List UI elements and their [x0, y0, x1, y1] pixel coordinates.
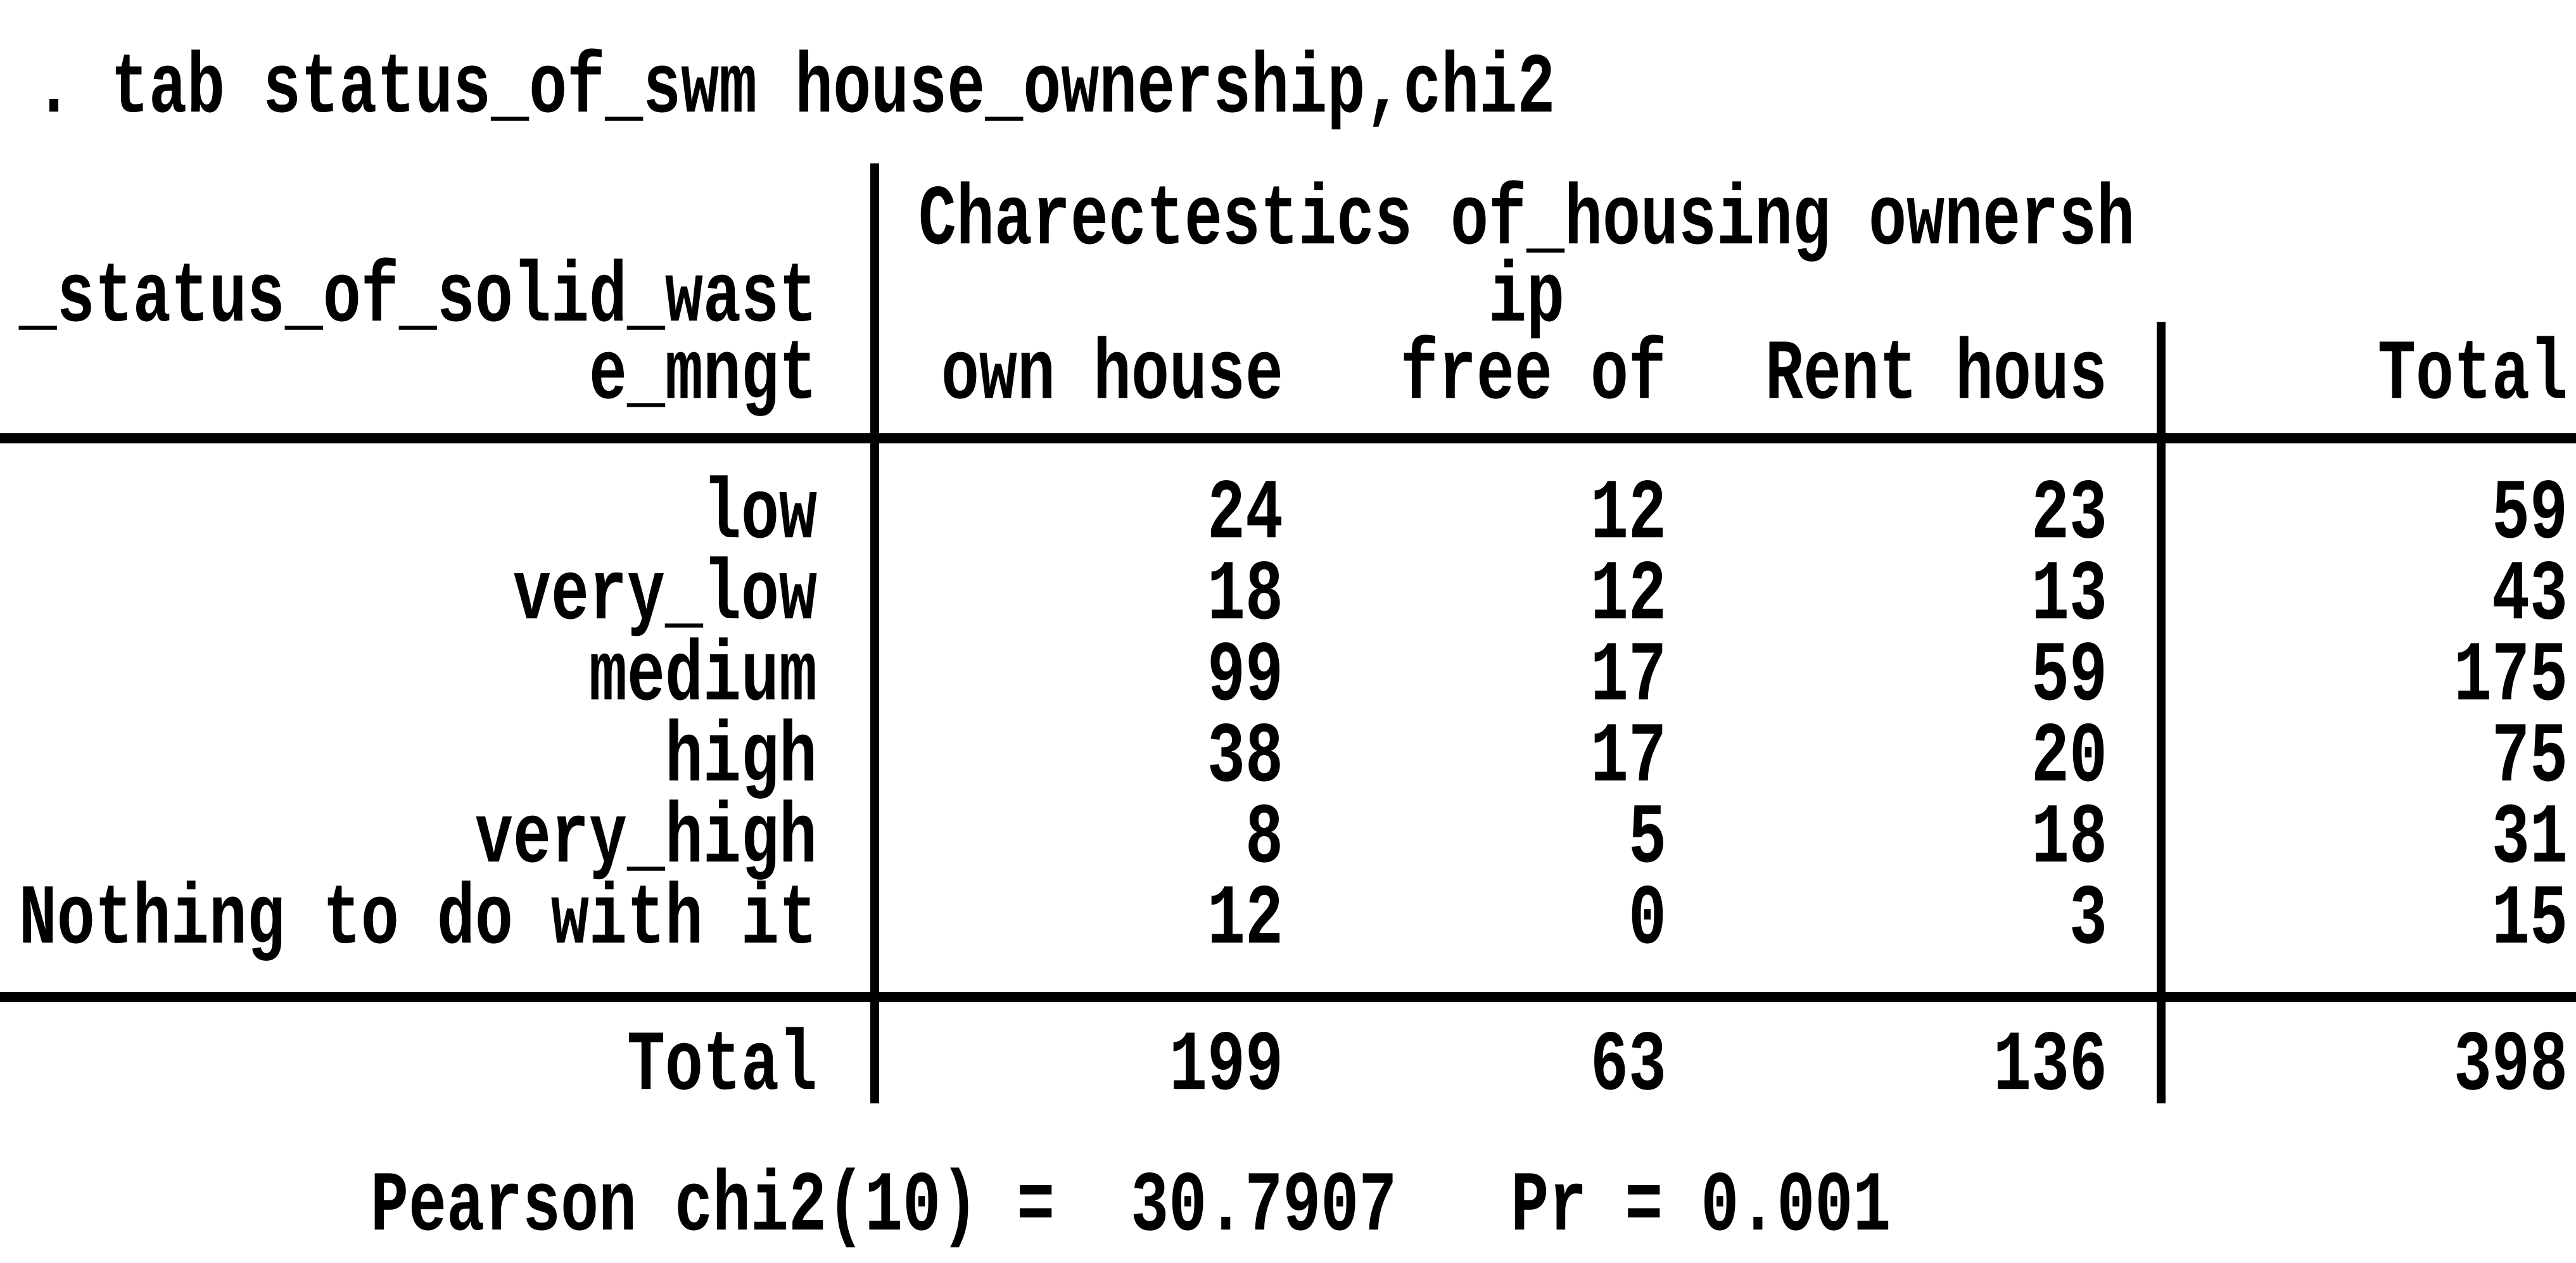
row-label: low	[702, 467, 817, 564]
cell-row-total: 59	[2491, 467, 2568, 564]
table-row: very_high 8 5 18 31	[0, 797, 2576, 883]
cell-row-total: 175	[2453, 629, 2568, 727]
table-header-row-2: _status_of_solid_wast ip	[0, 250, 2576, 348]
cell-row-total: 75	[2491, 710, 2568, 808]
header-divider-rule	[0, 433, 2576, 443]
cell-own-house: 38	[1207, 710, 1283, 808]
table-header-row-1: Charectestics of_housing ownersh	[0, 179, 2576, 265]
column-header-own-house: own house	[941, 327, 1283, 425]
cell-own-house: 8	[1245, 791, 1283, 889]
cell-row-total: 15	[2491, 872, 2568, 970]
total-grand-total: 398	[2453, 1019, 2568, 1116]
total-divider-rule	[0, 992, 2576, 1002]
table-header-row-3: e_mngt own house free of Rent hous Total	[0, 327, 2576, 425]
row-label: very_low	[512, 548, 817, 645]
row-variable-label-line1: _status_of_solid_wast	[18, 250, 817, 348]
table-row: high 38 17 20 75	[0, 716, 2576, 802]
cell-own-house: 12	[1207, 872, 1283, 970]
table-total-row: Total 199 63 136 398	[0, 1019, 2576, 1116]
cell-free-of: 17	[1590, 629, 1666, 727]
row-label: Nothing to do with it	[18, 872, 817, 970]
cell-free-of: 0	[1628, 872, 1666, 970]
command-line: . tab status_of_swm house_ownership,chi2	[0, 41, 2576, 139]
column-header-free-of: free of	[1400, 327, 1666, 425]
row-label: very_high	[474, 791, 817, 889]
cell-own-house: 24	[1207, 467, 1283, 564]
cell-rent-house: 59	[2031, 629, 2107, 727]
row-variable-label-line2: e_mngt	[588, 327, 817, 425]
total-row-label: Total	[626, 1019, 817, 1116]
cell-free-of: 17	[1590, 710, 1666, 808]
cell-own-house: 99	[1207, 629, 1283, 727]
table-row: Nothing to do with it 12 0 3 15	[0, 872, 2576, 970]
cell-row-total: 31	[2491, 791, 2568, 889]
cell-own-house: 18	[1207, 548, 1283, 645]
col-variable-label-line1: Charectestics of_housing ownersh	[918, 173, 2135, 270]
chi2-statistics-line: Pearson chi2(10) = 30.7907 Pr = 0.001	[0, 1165, 2576, 1251]
row-label: medium	[588, 629, 817, 727]
cell-rent-house: 13	[2031, 548, 2107, 645]
cell-rent-house: 3	[2069, 872, 2107, 970]
cell-free-of: 12	[1590, 467, 1666, 564]
cell-rent-house: 23	[2031, 467, 2107, 564]
column-header-rent-house: Rent hous	[1765, 327, 2107, 425]
table-row: low 24 12 23 59	[0, 473, 2576, 559]
command-text: . tab status_of_swm house_ownership,chi2	[35, 41, 1556, 139]
cell-rent-house: 20	[2031, 710, 2107, 808]
stub-vertical-rule	[870, 163, 879, 1103]
cell-free-of: 12	[1590, 548, 1666, 645]
pearson-chi2-text: Pearson chi2(10) = 30.7907 Pr = 0.001	[371, 1159, 1891, 1257]
cell-free-of: 5	[1628, 791, 1666, 889]
col-variable-label-line2: ip	[1488, 250, 1565, 348]
total-free-of: 63	[1590, 1019, 1666, 1116]
table-row: very_low 18 12 13 43	[0, 554, 2576, 640]
total-rent-house: 136	[1993, 1019, 2107, 1116]
cell-row-total: 43	[2491, 548, 2568, 645]
cell-rent-house: 18	[2031, 791, 2107, 889]
row-label: high	[664, 710, 817, 808]
total-vertical-rule	[2157, 322, 2166, 1103]
table-row: medium 99 17 59 175	[0, 635, 2576, 721]
column-header-total: Total	[2377, 327, 2568, 425]
total-own-house: 199	[1169, 1019, 1283, 1116]
